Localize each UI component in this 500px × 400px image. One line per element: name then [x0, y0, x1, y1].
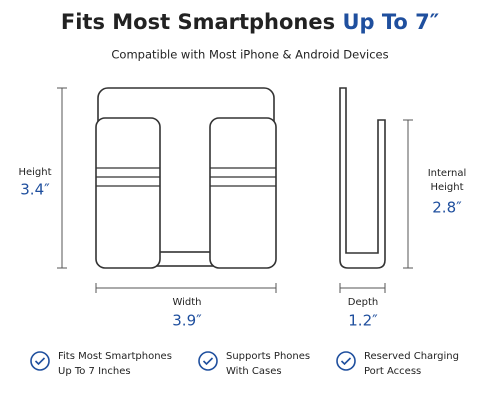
check-mark [340, 357, 352, 366]
height-value: 3.4″ [20, 181, 50, 199]
front-view [95, 87, 277, 269]
features: Fits Most Smartphones Up To 7 Inches Sup… [30, 351, 459, 377]
width-value: 3.9″ [172, 312, 202, 330]
internal-height-label: Internal [428, 168, 467, 179]
depth-label: Depth [348, 297, 378, 308]
check-icon [30, 351, 50, 371]
feature-text: With Cases [226, 366, 282, 377]
title: Fits Most Smartphones Up To 7″ [61, 10, 439, 34]
feature-text: Port Access [364, 366, 421, 377]
check-icon [198, 351, 218, 371]
height-dimension [57, 87, 67, 269]
left-pocket [95, 117, 161, 269]
feature-text: Reserved Charging [364, 351, 459, 362]
internal-height-label: Height [430, 182, 463, 193]
depth-dimension [339, 283, 386, 293]
width-label: Width [172, 297, 201, 308]
height-label: Height [18, 167, 51, 178]
check-mark [202, 357, 214, 366]
internal-height-value: 2.8″ [432, 199, 462, 217]
grip-lines [96, 167, 276, 187]
feature-text: Up To 7 Inches [58, 366, 131, 377]
feature-text: Fits Most Smartphones [58, 351, 172, 362]
title-main: Fits Most Smartphones [61, 10, 335, 34]
feature-text: Supports Phones [226, 351, 310, 362]
side-view [339, 87, 386, 269]
internal-height-dimension [403, 119, 413, 269]
check-icon [336, 351, 356, 371]
title-highlight: Up To 7″ [342, 10, 439, 34]
width-dimension [95, 283, 277, 293]
subtitle: Compatible with Most iPhone & Android De… [111, 48, 388, 62]
right-pocket [209, 117, 277, 269]
check-mark [34, 357, 46, 366]
depth-value: 1.2″ [348, 312, 378, 330]
